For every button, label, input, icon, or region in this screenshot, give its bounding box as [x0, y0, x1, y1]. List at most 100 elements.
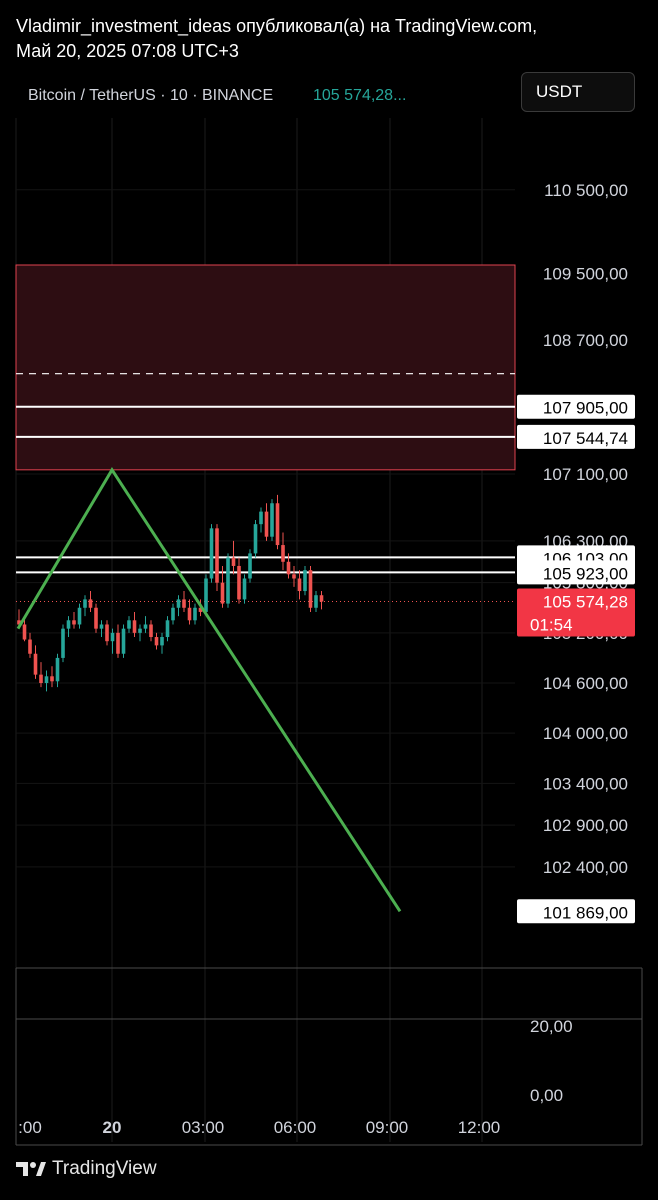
price-axis-label: 102 400,00: [543, 858, 628, 877]
candle-body: [50, 676, 54, 682]
time-axis-label: 20: [103, 1118, 122, 1137]
candle-body: [17, 620, 21, 625]
candle-body: [77, 607, 82, 625]
candle-body: [44, 676, 49, 683]
publish-header: Vladimir_investment_ideas опубликовал(а)…: [16, 14, 537, 64]
candle-body: [149, 624, 153, 638]
candle-body: [303, 570, 307, 592]
candle-body: [116, 632, 120, 654]
candle-body: [160, 637, 164, 646]
candle-body: [165, 620, 170, 638]
candle-body: [66, 620, 71, 629]
price-axis-label: 110 500,00: [544, 181, 628, 200]
price-level-tag: [517, 394, 635, 419]
price-axis-label: 109 500,00: [543, 264, 628, 283]
candle-body: [99, 624, 104, 629]
price-level-tag: [517, 899, 635, 924]
candle-body: [220, 582, 225, 604]
candle-body: [55, 657, 60, 682]
candle-body: [308, 570, 313, 608]
candle-body: [286, 561, 291, 575]
candle-body: [88, 599, 93, 608]
indicator-axis-label: 20,00: [530, 1017, 573, 1036]
candle-body: [209, 528, 214, 579]
candle-body: [281, 545, 285, 562]
pattern-line: [16, 466, 402, 913]
candle-body: [270, 503, 274, 537]
indicator-axis-label: 0,00: [530, 1086, 563, 1105]
price-level-tag: [517, 424, 635, 449]
symbol-name: Bitcoin / TetherUS · 10 · BINANCE: [28, 87, 273, 104]
candle-body: [22, 624, 27, 640]
currency-button[interactable]: USDT: [521, 72, 635, 112]
candle-body: [132, 620, 137, 633]
candle-body: [187, 607, 192, 621]
candle-body: [72, 620, 76, 625]
candle-body: [204, 578, 208, 612]
tradingview-brand: TradingView: [52, 1158, 157, 1179]
candlestick-series: [17, 494, 324, 692]
tradingview-footer: TradingView: [16, 1158, 157, 1180]
time-axis-label: 03:00: [182, 1118, 225, 1137]
price-level-tag-label: 107 544,74: [543, 429, 628, 448]
candle-body: [28, 639, 32, 654]
candle-countdown: 01:54: [530, 616, 573, 635]
candle-body: [39, 674, 43, 683]
candle-body: [143, 624, 148, 629]
publish-date-line: Май 20, 2025 07:08 UTC+3: [16, 41, 239, 61]
candle-body: [237, 565, 241, 600]
candle-body: [292, 574, 296, 579]
price-axis-label: 103 400,00: [543, 774, 628, 793]
candle-body: [61, 628, 65, 658]
candle-body: [264, 511, 269, 537]
publish-author-line: Vladimir_investment_ideas опубликовал(а)…: [16, 16, 538, 36]
candle-body: [94, 607, 98, 629]
candle-body: [259, 511, 263, 525]
candle-body: [121, 628, 126, 654]
candle-body: [242, 578, 247, 600]
price-level-tag-label: 105 923,00: [543, 564, 628, 583]
candle-body: [83, 599, 87, 608]
candle-body: [198, 607, 203, 612]
price-level-tag-label: 107 905,00: [543, 399, 628, 418]
candle-body: [127, 620, 131, 629]
candle-body: [110, 632, 115, 642]
price-level-tag-label: 101 869,00: [543, 903, 628, 922]
candle-body: [275, 503, 280, 546]
candle-body: [105, 624, 109, 642]
candle-body: [314, 595, 318, 608]
current-price-tag-label: 105 574,28: [543, 593, 628, 612]
time-axis-label: 12:00: [458, 1118, 501, 1137]
symbol-last-price: 105 574,28...: [313, 87, 406, 104]
price-axis-label: 102 900,00: [543, 816, 628, 835]
price-axis-label: 104 600,00: [543, 674, 628, 693]
time-axis-label: 06:00: [274, 1118, 317, 1137]
candle-body: [182, 599, 186, 608]
resistance-zone: [15, 264, 516, 471]
horizontal-levels: [16, 405, 515, 574]
candle-body: [171, 607, 175, 621]
time-axis-label: 09:00: [366, 1118, 409, 1137]
price-axis-label: 107 100,00: [543, 465, 628, 484]
candle-body: [297, 578, 302, 592]
price-axis: 110 500,00 109 500,00 108 700,00 107 100,00…: [543, 181, 628, 877]
price-axis-label: 108 700,00: [543, 331, 628, 350]
candle-body: [176, 599, 181, 608]
indicator-axis: 20,00 0,00: [530, 1017, 573, 1105]
candle-body: [319, 595, 324, 602]
candle-body: [138, 628, 142, 633]
current-price-tag: [517, 588, 635, 637]
candle-body: [253, 524, 258, 554]
candle-body: [193, 607, 197, 621]
candle-body: [248, 553, 252, 579]
price-axis-label: 104 000,00: [543, 724, 628, 743]
time-axis: :00 20 03:00 06:00 09:00 12:00: [18, 1118, 500, 1137]
candle-body: [231, 557, 236, 566]
candle-body: [33, 653, 38, 675]
price-level-tag: [517, 560, 635, 585]
time-axis-label: :00: [18, 1118, 42, 1137]
tradingview-logo-icon: [16, 1162, 46, 1176]
candle-body: [215, 528, 219, 583]
